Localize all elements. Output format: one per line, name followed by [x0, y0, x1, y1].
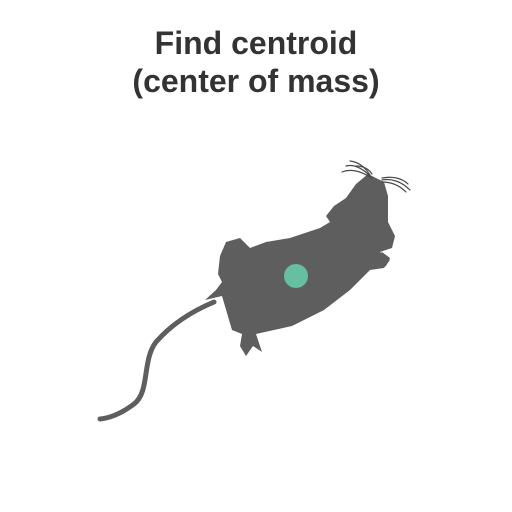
mouse-front-paw	[372, 252, 390, 268]
page-title: Find centroid (center of mass)	[0, 24, 512, 100]
title-line-2: (center of mass)	[132, 63, 380, 99]
centroid-dot-icon	[284, 264, 308, 288]
title-line-1: Find centroid	[154, 25, 358, 61]
mouse-whiskers	[341, 160, 411, 193]
mouse-tail	[97, 299, 217, 422]
